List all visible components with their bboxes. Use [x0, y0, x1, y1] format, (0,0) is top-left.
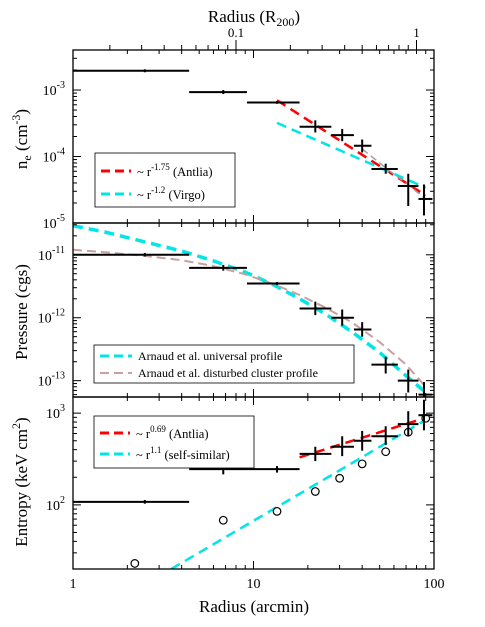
plot-area — [73, 69, 433, 216]
gray-model-line — [361, 148, 427, 200]
plot-area — [73, 399, 433, 569]
y-tick-label: 102 — [46, 495, 65, 514]
y-tick-label: 10-12 — [38, 308, 65, 327]
top-axis-tick-label: 1 — [413, 25, 420, 40]
panel-frames: 0.1 1 — [72, 25, 435, 570]
panel3-y-label: Entropy (keV cm2) — [9, 417, 31, 546]
open-circle-point — [310, 487, 320, 496]
y-tick-label: 10-5 — [43, 213, 65, 232]
top-axis-tick-label: 0.1 — [228, 25, 244, 40]
y-tick-label: 103 — [46, 403, 65, 422]
pressure-panel: 10-13 10-12 10-11 — [38, 223, 433, 397]
density-legend: ~ r-1.75 (Antlia) ~ r-1.2 (Virgo) — [94, 152, 236, 208]
model-line — [276, 99, 427, 197]
panel2-y-label: Pressure (cgs) — [12, 264, 31, 360]
model-line — [170, 416, 431, 569]
model-line — [73, 223, 427, 394]
plot-area — [73, 223, 433, 397]
open-circle-point — [218, 515, 228, 525]
density-panel: 10-5 10-4 10-3 — [43, 69, 433, 232]
y-tick-label: 10-3 — [43, 80, 65, 99]
top-axis-title: Radius (R200) — [208, 7, 300, 29]
legend-virgo-label: ~ r-1.2 (Virgo) — [137, 185, 205, 202]
panel1-y-label: ne (cm-3) — [9, 109, 34, 169]
y-tick-label: 10-11 — [38, 245, 65, 264]
open-circle-point — [272, 506, 282, 516]
x-tick-label: 100 — [424, 577, 445, 592]
x-tick-label: 1 — [70, 577, 77, 592]
y-tick-label: 10-13 — [38, 371, 65, 390]
legend-antlia-entropy-label: ~ r0.69 (Antlia) — [136, 424, 209, 441]
pressure-legend: Arnaud et al. universal profile Arnaud e… — [93, 344, 355, 384]
y-tick-label: 10-4 — [43, 147, 65, 166]
x-tick-label: 10 — [247, 577, 261, 592]
entropy-panel: 102 103 1 10 100 — [46, 399, 445, 592]
legend-antlia-label: ~ r-1.75 (Antlia) — [137, 162, 213, 179]
legend-universal-label: Arnaud et al. universal profile — [138, 349, 282, 363]
legend-selfsimilar-label: ~ r1.1 (self-similar) — [136, 445, 230, 462]
x-axis-title: Radius (arcmin) — [199, 597, 309, 616]
model-line — [276, 121, 427, 189]
open-circle-point — [130, 559, 140, 568]
open-circle-point — [381, 447, 391, 457]
entropy-legend: ~ r0.69 (Antlia) ~ r1.1 (self-similar) — [93, 415, 255, 469]
open-circle-point — [357, 459, 367, 469]
legend-disturbed-label: Arnaud et al. disturbed cluster profile — [138, 366, 318, 380]
open-circle-point — [335, 473, 345, 483]
